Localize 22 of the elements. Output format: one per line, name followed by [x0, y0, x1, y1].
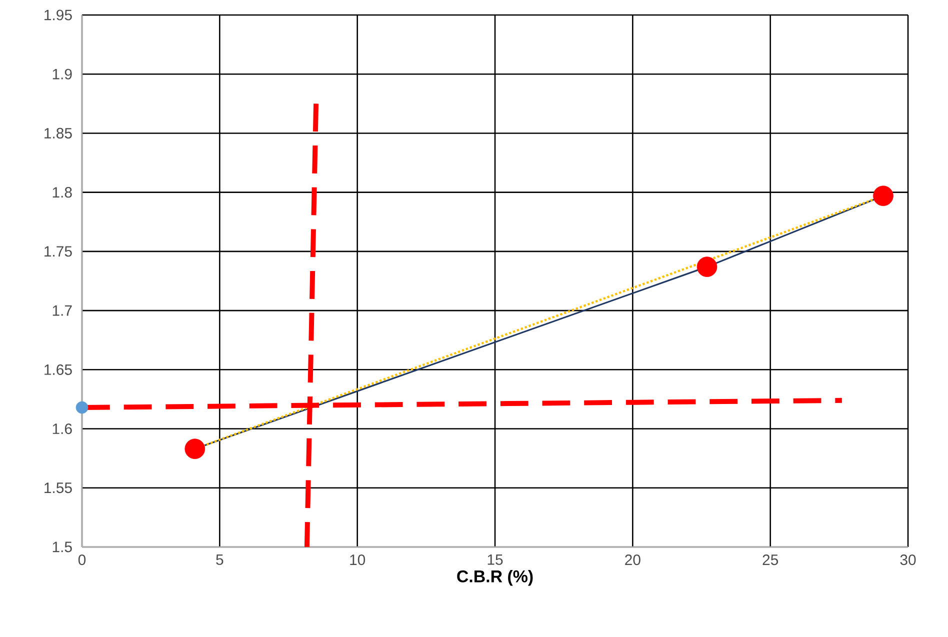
x-tick-label: 10: [350, 554, 366, 566]
y-tick-label: 1.65: [44, 364, 72, 375]
point: [873, 186, 894, 206]
point: [76, 401, 88, 414]
y-tick-label: 1.55: [44, 482, 72, 494]
x-tick-label: 25: [762, 554, 778, 566]
y-tick-label: 1.95: [44, 10, 72, 20]
y-tick-label: 1.75: [44, 246, 72, 257]
y-tick-label: 1.85: [44, 128, 72, 139]
point: [696, 256, 718, 277]
y-tick-label: 1.8: [52, 187, 72, 198]
x-tick-label: 0: [78, 554, 86, 566]
y-tick-label: 1.5: [52, 542, 72, 552]
x-tick-label: 5: [216, 554, 224, 565]
x-axis-title: C.B.R (%): [457, 570, 533, 586]
y-tick-label: 1.7: [52, 305, 72, 316]
point: [184, 438, 206, 460]
x-tick-label: 30: [900, 554, 916, 566]
y-tick-label: 1.9: [52, 68, 72, 80]
x-tick-label: 20: [625, 554, 640, 566]
y-tick-label: 1.6: [52, 423, 72, 434]
x-tick-label: 15: [488, 554, 503, 565]
